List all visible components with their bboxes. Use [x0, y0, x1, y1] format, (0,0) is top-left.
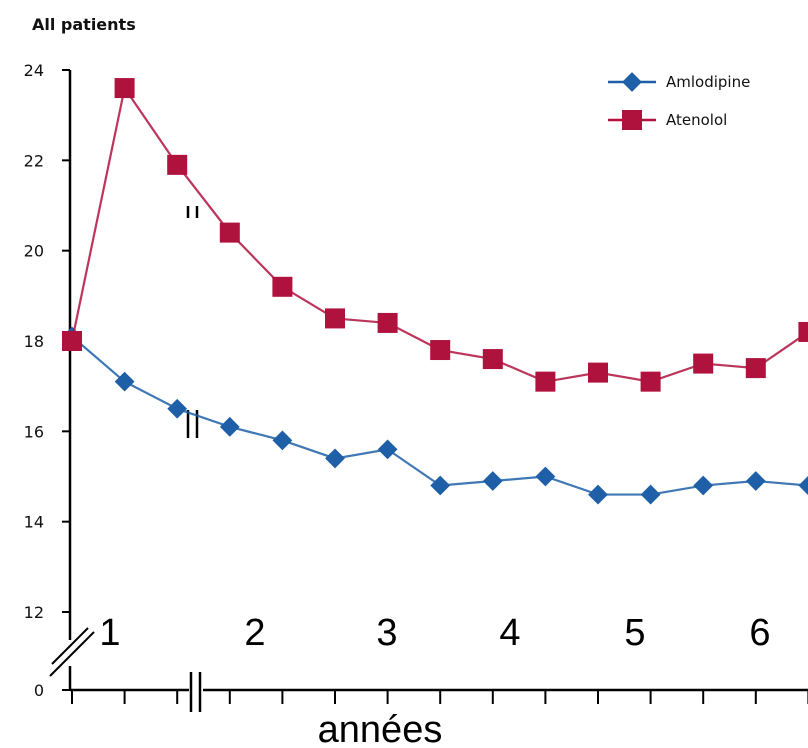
x-axis-ticks: 1 2 3 4 5 6 [71, 612, 808, 704]
y-tick-label: 20 [24, 242, 44, 261]
data-point [325, 308, 345, 329]
legend-item: Atenolol [608, 110, 727, 130]
y-tick-label: 18 [24, 332, 44, 351]
x-tick-label: 6 [749, 612, 770, 654]
y-tick-label: 14 [24, 513, 44, 532]
y-tick-label: 16 [24, 422, 44, 441]
legend-label: Amlodipine [666, 73, 750, 91]
data-point [167, 154, 188, 175]
data-point [798, 321, 808, 342]
legend-label: Atenolol [666, 111, 727, 129]
chart-title: All patients [32, 15, 136, 34]
data-point [62, 331, 82, 351]
data-point [167, 398, 188, 419]
data-point [114, 78, 135, 99]
data-point [588, 362, 608, 383]
data-point [745, 471, 766, 491]
data-point [640, 484, 661, 505]
data-point [535, 466, 556, 487]
data-point [482, 349, 503, 370]
x-tick-label: 1 [99, 612, 120, 654]
data-point [430, 475, 451, 496]
legend-swatch-marker [622, 110, 642, 130]
data-point [640, 371, 661, 392]
data-point [588, 484, 608, 505]
x-tick-label: 3 [376, 612, 397, 654]
axes [49, 70, 808, 712]
x-tick-label: 5 [624, 612, 645, 654]
data-point [482, 471, 503, 491]
data-point [693, 475, 714, 496]
y-axis-break-mark [51, 627, 89, 665]
data-point [535, 371, 556, 392]
data-point [219, 416, 240, 437]
data-point [272, 430, 293, 451]
legend-item: Amlodipine [608, 72, 750, 92]
series-amlodipine [62, 326, 808, 505]
y-axis-break-mark [49, 631, 95, 677]
x-tick-label: 2 [244, 612, 265, 654]
y-tick-label: 22 [24, 151, 44, 170]
legend: Amlodipine Atenolol [608, 72, 750, 130]
data-point [272, 276, 293, 297]
y-tick-label: 12 [24, 603, 44, 622]
y-axis-ticks: 24 22 20 18 16 14 12 0 [24, 61, 70, 700]
series-atenolol [62, 78, 808, 392]
data-point [377, 439, 398, 460]
data-point [798, 475, 808, 496]
y-tick-label: 0 [34, 681, 44, 700]
data-point [325, 448, 345, 469]
y-tick-label: 24 [24, 61, 44, 80]
data-point [377, 312, 398, 333]
x-tick-label: 4 [499, 612, 520, 654]
data-point [430, 340, 451, 361]
data-point [745, 358, 766, 379]
data-point [114, 371, 135, 392]
legend-swatch-marker [622, 72, 642, 92]
data-point [219, 222, 240, 243]
series-line [70, 85, 808, 383]
data-point [693, 353, 714, 374]
series-layer [62, 78, 808, 505]
x-axis-label: années [318, 709, 443, 748]
